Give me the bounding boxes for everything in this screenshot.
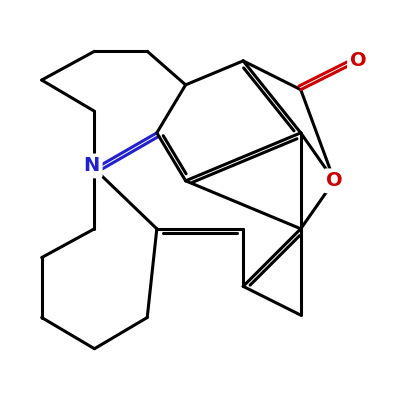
Text: O: O (350, 51, 367, 70)
Text: O: O (326, 171, 343, 190)
Text: N: N (84, 156, 100, 176)
